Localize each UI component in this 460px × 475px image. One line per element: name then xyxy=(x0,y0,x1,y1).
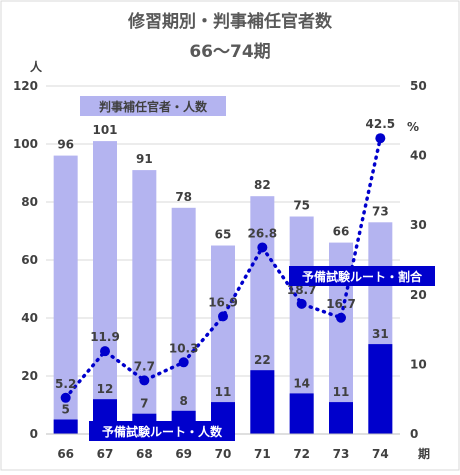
x-axis-tick-label: 69 xyxy=(175,447,192,461)
data-label-rate: 5.2 xyxy=(55,377,76,391)
data-label-total: 101 xyxy=(92,123,117,137)
chart-title: 修習期別・判事補任官者数 xyxy=(127,11,333,32)
data-label-preliminary: 11 xyxy=(215,385,232,399)
data-label-total: 82 xyxy=(254,178,271,192)
line-rate xyxy=(63,136,383,400)
chart-subtitle: 66～74期 xyxy=(189,42,270,62)
data-label-total: 91 xyxy=(136,152,153,166)
left-axis-tick-label: 60 xyxy=(21,253,38,267)
left-axis-tick-label: 20 xyxy=(21,369,38,383)
right-axis-tick-label: 30 xyxy=(410,218,427,232)
data-label-preliminary: 22 xyxy=(254,353,271,367)
bar-preliminary xyxy=(329,402,353,434)
bar-total xyxy=(171,207,196,434)
data-label-rate: 16.9 xyxy=(208,295,238,309)
left-axis-tick-label: 120 xyxy=(13,79,38,93)
right-axis-tick-label: 20 xyxy=(410,288,427,302)
legend-total-box xyxy=(80,96,226,116)
right-axis-tick-label: 40 xyxy=(410,149,427,163)
data-label-rate: 18.7 xyxy=(287,283,317,297)
x-axis-unit: 期 xyxy=(418,446,430,461)
data-label-preliminary: 8 xyxy=(179,394,187,408)
line-point-rate xyxy=(60,392,71,403)
legend-rate-box xyxy=(289,266,435,286)
data-label-rate: 10.3 xyxy=(169,341,199,355)
left-axis-tick-label: 100 xyxy=(13,137,38,151)
line-point-rate xyxy=(139,375,150,386)
data-label-rate: 7.7 xyxy=(134,359,155,373)
data-label-total: 78 xyxy=(175,190,192,204)
right-axis-unit: % xyxy=(407,120,419,134)
data-label-total: 75 xyxy=(293,199,310,213)
line-point-rate xyxy=(100,346,110,357)
data-label-preliminary: 31 xyxy=(372,327,389,341)
bar-total xyxy=(93,141,117,434)
data-label-rate: 11.9 xyxy=(90,330,120,344)
legend-preliminary-box xyxy=(89,421,235,441)
left-axis-tick-label: 40 xyxy=(21,311,38,325)
data-label-total: 73 xyxy=(372,204,389,218)
x-axis-tick-label: 73 xyxy=(333,447,350,461)
line-point-rate xyxy=(178,357,189,368)
legend-preliminary-label: 予備試験ルート・人数 xyxy=(102,424,223,439)
data-label-total: 65 xyxy=(215,228,232,242)
data-label-rate: 16.7 xyxy=(326,297,356,311)
data-label-preliminary: 11 xyxy=(333,385,350,399)
data-label-total: 96 xyxy=(57,138,74,152)
legend-rate: 予備試験ルート・割合 xyxy=(289,266,435,286)
data-label-preliminary: 7 xyxy=(140,397,148,411)
left-axis-tick-label: 0 xyxy=(30,427,38,441)
data-label-total: 66 xyxy=(333,225,350,239)
x-axis-tick-label: 70 xyxy=(215,447,232,461)
line-point-rate xyxy=(218,311,228,322)
legend-rate-label: 予備試験ルート・割合 xyxy=(302,269,423,284)
left-axis-unit: 人 xyxy=(30,59,43,74)
bar-preliminary xyxy=(53,419,78,434)
legend-total-label: 判事補任官者・人数 xyxy=(99,99,208,114)
data-label-preliminary: 14 xyxy=(293,376,310,390)
right-axis-tick-label: 10 xyxy=(410,357,427,371)
legend-total: 判事補任官者・人数 xyxy=(80,96,226,116)
x-axis-tick-label: 74 xyxy=(372,447,389,461)
x-axis-tick-label: 66 xyxy=(57,447,74,461)
bar-layer xyxy=(53,141,393,434)
bar-preliminary xyxy=(368,344,393,434)
bar-total xyxy=(53,155,78,434)
data-label-preliminary: 5 xyxy=(61,403,69,417)
right-axis-tick-label: 50 xyxy=(410,79,427,93)
x-axis-tick-label: 68 xyxy=(136,447,153,461)
data-label-preliminary: 12 xyxy=(97,382,114,396)
data-label-rate: 26.8 xyxy=(248,226,278,240)
x-axis-tick-label: 67 xyxy=(97,447,114,461)
data-label-rate: 42.5 xyxy=(366,117,396,131)
bar-preliminary xyxy=(289,393,314,434)
bar-preliminary xyxy=(250,370,275,434)
legend-preliminary: 予備試験ルート・人数 xyxy=(89,421,235,441)
line-point-rate xyxy=(375,133,386,144)
line-point-rate xyxy=(296,298,307,309)
line-layer xyxy=(60,133,386,403)
x-axis-tick-label: 71 xyxy=(254,447,271,461)
line-point-rate xyxy=(336,312,346,323)
x-axis-tick-label: 72 xyxy=(293,447,310,461)
bar-total xyxy=(132,170,157,434)
right-axis-tick-label: 0 xyxy=(410,427,418,441)
line-point-rate xyxy=(257,242,268,253)
left-axis-tick-label: 80 xyxy=(21,195,38,209)
